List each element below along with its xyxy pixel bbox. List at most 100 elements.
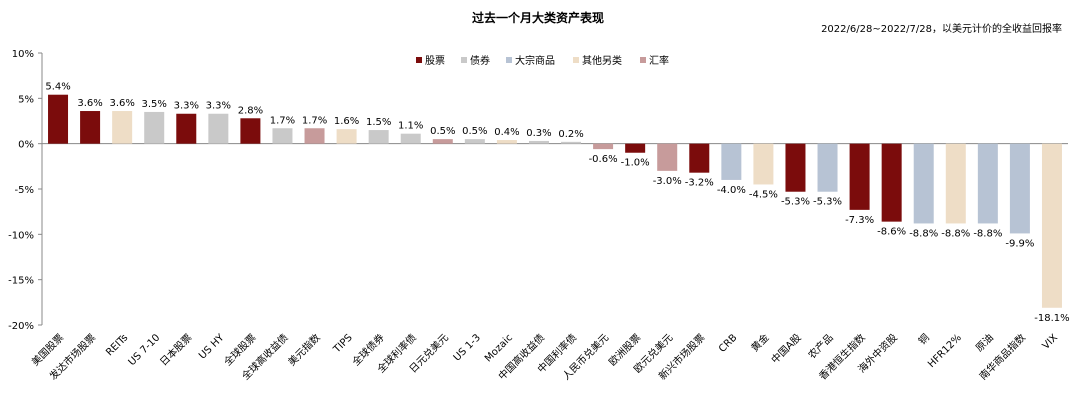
data-label: 2.8% [238, 105, 263, 116]
bar-17 [593, 143, 614, 150]
x-tick-label: 铜 [916, 332, 932, 348]
bar-15 [528, 140, 549, 144]
y-tick-label: -20% [8, 321, 34, 332]
data-label: 1.7% [270, 115, 295, 126]
data-label: -4.0% [717, 185, 746, 196]
legend-swatch-equity [416, 57, 422, 63]
bar-25 [849, 143, 870, 210]
data-label: -7.3% [845, 215, 874, 226]
bar-23 [785, 143, 806, 192]
bar-7 [272, 128, 293, 144]
legend-label-bond: 债券 [470, 54, 490, 67]
y-tick-label: 5% [18, 94, 34, 105]
bar-28 [945, 143, 966, 224]
bar-9 [336, 129, 357, 144]
data-label: -8.8% [941, 228, 970, 239]
x-tick-label: VIX [1041, 332, 1061, 352]
data-label: 3.6% [109, 98, 134, 109]
x-tick-label: REITs [104, 332, 130, 358]
bar-27 [913, 143, 934, 224]
legend-label-equity: 股票 [425, 55, 445, 67]
bar-13 [464, 139, 485, 144]
x-tick-label: TIPS [331, 332, 355, 356]
data-label: -18.1% [1034, 313, 1069, 324]
data-label: -5.3% [813, 197, 842, 208]
y-tick-label: -15% [8, 276, 34, 287]
data-label: -8.8% [909, 228, 938, 239]
data-label: -4.5% [749, 189, 778, 200]
x-tick-label: 中国A股 [768, 331, 803, 366]
data-label: 3.3% [206, 101, 231, 112]
x-tick-label: CRB [717, 332, 740, 355]
data-label: -3.0% [653, 176, 682, 187]
legend-swatch-commodity [506, 57, 512, 63]
data-label: 0.5% [430, 126, 455, 137]
x-tick-label: 原油 [973, 331, 996, 354]
data-label: -5.3% [781, 197, 810, 208]
data-label: 1.6% [334, 116, 359, 127]
bar-11 [400, 133, 421, 144]
legend-swatch-fx [640, 57, 646, 63]
bar-14 [496, 140, 517, 144]
bar-12 [432, 139, 453, 144]
y-tick-label: -10% [8, 230, 34, 241]
data-label: 1.7% [302, 115, 327, 126]
data-label: 1.5% [366, 117, 391, 128]
y-tick-label: 0% [18, 140, 34, 151]
data-label: 3.3% [174, 101, 199, 112]
data-label: 0.2% [558, 129, 583, 140]
x-tick-label: US HY [197, 332, 227, 362]
chart-title: 过去一个月大类资产表现 [472, 10, 604, 25]
bar-2 [112, 111, 133, 144]
legend-label-fx: 汇率 [649, 54, 669, 67]
x-tick-label: 农产品 [805, 331, 835, 361]
legend-swatch-bond [461, 57, 467, 63]
data-label: -0.6% [589, 154, 618, 165]
bar-0 [48, 94, 69, 144]
data-label: 5.4% [45, 82, 70, 93]
x-tick-label: US 1-3 [452, 332, 483, 363]
bar-4 [176, 113, 197, 144]
bar-29 [977, 143, 998, 224]
data-label: 0.4% [494, 127, 519, 138]
bar-6 [240, 118, 261, 144]
x-tick-label: Mozaic [483, 332, 515, 364]
legend-swatch-other [573, 57, 579, 63]
y-tick-label: 10% [12, 49, 34, 60]
chart-subtitle: 2022/6/28~2022/7/28，以美元计价的全收益回报率 [821, 22, 1062, 35]
bar-5 [208, 113, 229, 144]
bar-24 [817, 143, 838, 192]
bar-21 [721, 143, 742, 180]
x-tick-label: 日本股票 [157, 331, 194, 368]
data-label: 1.1% [398, 121, 423, 132]
data-label: -9.9% [1005, 238, 1034, 249]
bar-3 [144, 111, 165, 144]
bar-10 [368, 130, 389, 144]
legend-label-commodity: 大宗商品 [515, 54, 555, 67]
data-label: 0.3% [526, 128, 551, 139]
legend-label-other: 其他另类 [582, 54, 622, 67]
y-tick-label: -5% [15, 185, 34, 196]
bar-30 [1009, 143, 1030, 234]
bar-18 [625, 143, 646, 153]
x-tick-label: HFR12% [926, 332, 964, 370]
x-tick-label: 黄金 [748, 331, 771, 354]
bar-8 [304, 128, 325, 144]
data-label: 0.5% [462, 126, 487, 137]
x-tick-label: 美元指数 [285, 331, 322, 368]
data-label: 3.6% [77, 98, 102, 109]
bar-31 [1041, 143, 1062, 308]
bar-26 [881, 143, 902, 222]
data-label: -1.0% [621, 158, 650, 169]
bar-20 [689, 143, 710, 173]
bar-22 [753, 143, 774, 185]
data-label: -8.6% [877, 227, 906, 238]
data-label: -8.8% [973, 228, 1002, 239]
data-label: 3.5% [142, 99, 167, 110]
data-label: -3.2% [685, 178, 714, 189]
x-tick-label: US 7-10 [127, 332, 163, 368]
bar-19 [657, 143, 678, 171]
bar-16 [561, 141, 582, 144]
